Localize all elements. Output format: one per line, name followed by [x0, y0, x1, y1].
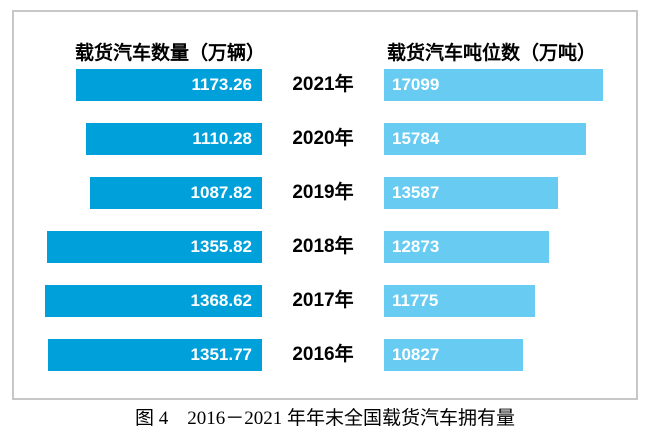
chart-row: 1110.28 2020年 15784 [14, 123, 636, 155]
right-series-title: 载货汽车吨位数（万吨） [387, 43, 597, 64]
left-bar: 1110.28 [86, 123, 262, 155]
right-bar-value: 10827 [392, 345, 440, 364]
left-bar-value: 1351.77 [190, 345, 252, 364]
left-bar-value: 1087.82 [190, 183, 252, 202]
left-series-title: 载货汽车数量（万辆） [75, 43, 266, 64]
right-bar: 11775 [384, 285, 535, 317]
chart-row: 1087.82 2019年 13587 [14, 177, 636, 209]
year-label: 2020年 [292, 128, 354, 149]
year-label: 2017年 [292, 290, 354, 311]
year-label: 2021年 [292, 74, 354, 95]
right-bar: 12873 [384, 231, 549, 263]
left-bar-value: 1110.28 [192, 129, 252, 148]
right-bar-value: 13587 [392, 183, 440, 202]
chart-row: 1368.62 2017年 11775 [14, 285, 636, 317]
right-bar-value: 12873 [392, 237, 440, 256]
left-bar-value: 1173.26 [191, 75, 252, 94]
left-bar: 1173.26 [76, 69, 262, 101]
right-bar: 13587 [384, 177, 558, 209]
right-bar-value: 15784 [392, 129, 440, 148]
year-label: 2018年 [292, 236, 354, 257]
left-bar: 1087.82 [90, 177, 262, 209]
figure-caption: 图 4 2016－2021 年年末全国载货汽车拥有量 [134, 408, 515, 429]
left-bar: 1368.62 [45, 285, 262, 317]
right-bar: 10827 [384, 339, 523, 371]
year-label: 2016年 [292, 344, 354, 365]
chart-row: 1355.82 2018年 12873 [14, 231, 636, 263]
left-bar: 1355.82 [47, 231, 262, 263]
right-bar-value: 11775 [392, 291, 439, 310]
left-bar-value: 1368.62 [190, 291, 252, 310]
year-label: 2019年 [292, 182, 354, 203]
chart-area: 载货汽车数量（万辆） 载货汽车吨位数（万吨） 1173.26 2021年 17099… [12, 10, 638, 400]
right-bar-value: 17099 [392, 75, 440, 94]
left-bar: 1351.77 [48, 339, 262, 371]
right-bar: 17099 [384, 69, 603, 101]
chart-row: 1173.26 2021年 17099 [14, 69, 636, 101]
chart-row: 1351.77 2016年 10827 [14, 339, 636, 371]
right-bar: 15784 [384, 123, 586, 155]
left-bar-value: 1355.82 [190, 237, 252, 256]
